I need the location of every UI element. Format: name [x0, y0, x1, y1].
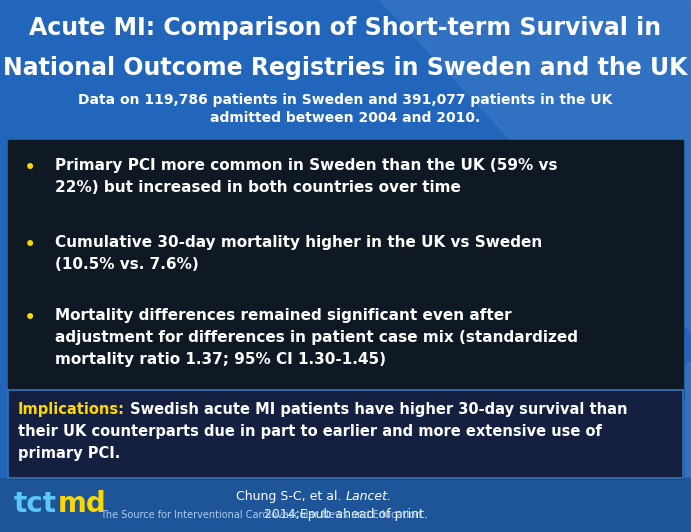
Text: The Source for Interventional Cardiovascular News and Education: The Source for Interventional Cardiovasc…: [100, 510, 422, 520]
Text: National Outcome Registries in Sweden and the UK: National Outcome Registries in Sweden an…: [3, 56, 688, 80]
Text: •: •: [24, 308, 36, 328]
Text: Data on 119,786 patients in Sweden and 391,077 patients in the UK: Data on 119,786 patients in Sweden and 3…: [78, 93, 613, 107]
Text: Lancet.: Lancet.: [346, 490, 392, 503]
Text: 2014;Epub ahead of print.: 2014;Epub ahead of print.: [263, 508, 428, 521]
Text: mortality ratio 1.37; 95% CI 1.30-1.45): mortality ratio 1.37; 95% CI 1.30-1.45): [55, 352, 386, 367]
Text: •: •: [24, 158, 36, 178]
Text: their UK counterparts due in part to earlier and more extensive use of: their UK counterparts due in part to ear…: [18, 424, 602, 439]
Polygon shape: [380, 0, 691, 332]
Bar: [0, 478, 691, 532]
Text: admitted between 2004 and 2010.: admitted between 2004 and 2010.: [210, 111, 481, 125]
Bar: [8, 390, 683, 478]
Text: Mortality differences remained significant even after: Mortality differences remained significa…: [55, 308, 511, 323]
Text: 22%) but increased in both countries over time: 22%) but increased in both countries ove…: [55, 180, 461, 195]
Text: Implications:: Implications:: [18, 402, 125, 417]
Text: (10.5% vs. 7.6%): (10.5% vs. 7.6%): [55, 257, 199, 272]
Text: Chung S-C, et al.: Chung S-C, et al.: [236, 490, 346, 503]
Polygon shape: [460, 362, 691, 532]
Text: tct: tct: [14, 490, 57, 518]
Bar: [8, 390, 683, 478]
Text: md: md: [58, 490, 106, 518]
Bar: [8, 140, 683, 400]
Text: Primary PCI more common in Sweden than the UK (59% vs: Primary PCI more common in Sweden than t…: [55, 158, 558, 173]
Text: primary PCI.: primary PCI.: [18, 446, 120, 461]
Text: •: •: [24, 235, 36, 255]
Text: adjustment for differences in patient case mix (standardized: adjustment for differences in patient ca…: [55, 330, 578, 345]
Text: Swedish acute MI patients have higher 30-day survival than: Swedish acute MI patients have higher 30…: [125, 402, 627, 417]
Text: Cumulative 30-day mortality higher in the UK vs Sweden: Cumulative 30-day mortality higher in th…: [55, 235, 542, 250]
Text: Acute MI: Comparison of Short-term Survival in: Acute MI: Comparison of Short-term Survi…: [30, 16, 661, 40]
